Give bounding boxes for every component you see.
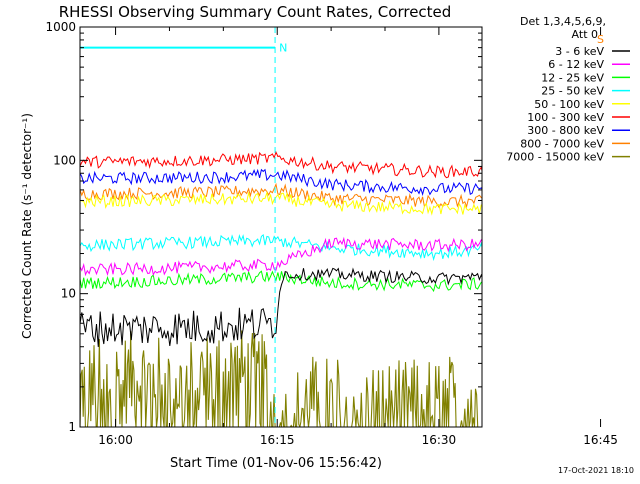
x-tick-label: 16:45	[583, 433, 618, 447]
y-tick-label: 10	[61, 287, 76, 301]
legend-header: Det 1,3,4,5,6,9, Att 0	[520, 15, 606, 41]
series-line	[80, 182, 482, 209]
legend-label: 50 - 100 keV	[534, 98, 604, 111]
legend-header-line: Det 1,3,4,5,6,9,	[520, 15, 606, 28]
y-axis-label: Corrected Count Rate (s⁻¹ detector⁻¹)	[20, 113, 34, 339]
legend-label: 12 - 25 keV	[541, 71, 604, 84]
y-tick-label: 1	[68, 420, 76, 434]
plot-area: NS110100100016:0016:1516:3016:4517:0017:…	[45, 20, 618, 447]
y-tick-label: 100	[53, 153, 76, 167]
legend-label: 800 - 7000 keV	[520, 137, 604, 150]
series-line	[80, 270, 482, 293]
y-tick-label: 1000	[45, 20, 76, 34]
flag-label: S	[597, 33, 604, 46]
x-axis-label: Start Time (01-Nov-06 15:56:42)	[170, 456, 382, 471]
axes-frame	[79, 26, 483, 428]
legend-label: 7000 - 15000 keV	[506, 151, 604, 164]
legend-label: 300 - 800 keV	[527, 124, 604, 137]
legend-header-line: Att 0	[572, 28, 598, 41]
legend-label: 3 - 6 keV	[555, 45, 604, 58]
timestamp: 17-Oct-2021 18:10	[558, 466, 634, 475]
series-line	[80, 236, 482, 277]
flag-label: N	[279, 42, 287, 55]
legend-label: 100 - 300 keV	[527, 111, 604, 124]
chart-title: RHESSI Observing Summary Count Rates, Co…	[59, 3, 452, 21]
x-tick-label: 16:15	[260, 433, 295, 447]
x-tick-label: 16:30	[422, 433, 457, 447]
series-group	[80, 27, 482, 427]
series-line	[80, 150, 482, 179]
legend-label: 6 - 12 keV	[548, 58, 604, 71]
x-tick-label: 16:00	[98, 433, 133, 447]
series-line	[80, 168, 482, 197]
series-line	[80, 267, 482, 347]
series-line	[80, 330, 482, 427]
series-line	[80, 190, 482, 216]
series-line	[80, 233, 482, 262]
legend-label: 25 - 50 keV	[541, 85, 604, 98]
